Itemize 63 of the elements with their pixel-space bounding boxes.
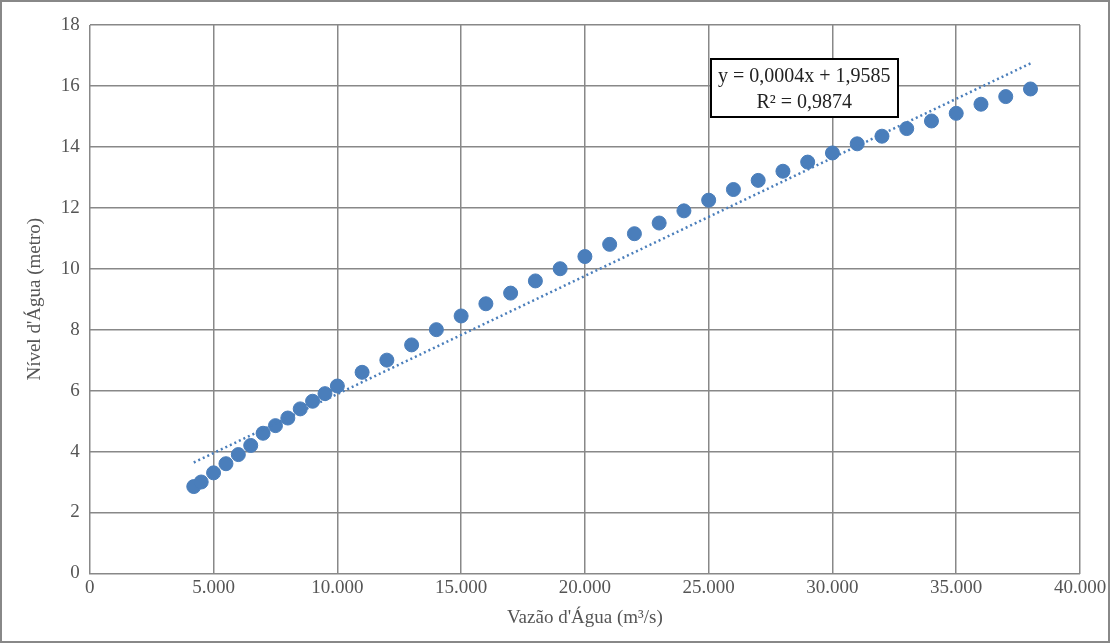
point xyxy=(379,352,395,368)
point xyxy=(267,418,283,434)
y-tick-label: 4 xyxy=(70,439,81,461)
point xyxy=(998,89,1014,105)
point xyxy=(824,145,840,161)
point xyxy=(354,364,370,380)
point xyxy=(453,308,469,324)
y-tick-label: 18 xyxy=(60,12,80,34)
point xyxy=(206,465,222,481)
point xyxy=(478,296,494,312)
x-tick-label: 0 xyxy=(85,575,95,597)
point xyxy=(849,136,865,152)
point xyxy=(750,172,766,188)
point xyxy=(725,182,741,198)
y-tick-label: 12 xyxy=(60,195,80,217)
point xyxy=(527,273,543,289)
y-tick-label: 6 xyxy=(70,378,80,400)
point xyxy=(899,121,915,137)
point xyxy=(948,105,964,121)
point xyxy=(577,249,593,265)
point xyxy=(218,456,234,472)
x-axis-title: Vazão d'Água (m³/s) xyxy=(507,605,663,628)
point xyxy=(973,96,989,112)
x-tick-label: 25.000 xyxy=(682,575,735,597)
x-tick-label: 5.000 xyxy=(192,575,235,597)
point xyxy=(923,113,939,129)
x-tick-label: 10.000 xyxy=(311,575,364,597)
point xyxy=(874,128,890,144)
y-tick-label: 8 xyxy=(70,317,80,339)
y-tick-label: 10 xyxy=(60,256,80,278)
point xyxy=(317,386,333,402)
point xyxy=(626,226,642,242)
point xyxy=(775,163,791,179)
point xyxy=(280,410,296,426)
point xyxy=(800,154,816,170)
y-axis-title: Nível d'Água (metro) xyxy=(23,217,46,381)
point xyxy=(404,337,420,353)
point xyxy=(292,401,308,417)
point xyxy=(503,285,519,301)
point xyxy=(1022,81,1038,97)
point xyxy=(255,425,271,441)
point xyxy=(676,203,692,219)
y-tick-label: 2 xyxy=(70,500,80,522)
point xyxy=(602,236,618,252)
annotation: R² = 0,9874 xyxy=(755,89,854,114)
y-tick-label: 14 xyxy=(60,134,81,156)
x-tick-label: 15.000 xyxy=(435,575,488,597)
point xyxy=(243,437,259,453)
x-tick-label: 20.000 xyxy=(558,575,612,597)
point xyxy=(552,261,568,277)
x-tick-label: 40.000 xyxy=(1053,575,1107,597)
point xyxy=(651,215,667,231)
point xyxy=(329,378,345,394)
point xyxy=(193,474,209,490)
point xyxy=(428,322,444,338)
annotation: y = 0,0004x + 1,9585 xyxy=(718,63,891,88)
point xyxy=(230,447,246,463)
x-tick-label: 35.000 xyxy=(930,575,983,597)
y-tick-label: 0 xyxy=(70,561,80,583)
point xyxy=(701,192,717,208)
x-tick-label: 30.000 xyxy=(806,575,859,597)
point xyxy=(305,393,321,409)
y-tick-label: 16 xyxy=(60,73,80,95)
